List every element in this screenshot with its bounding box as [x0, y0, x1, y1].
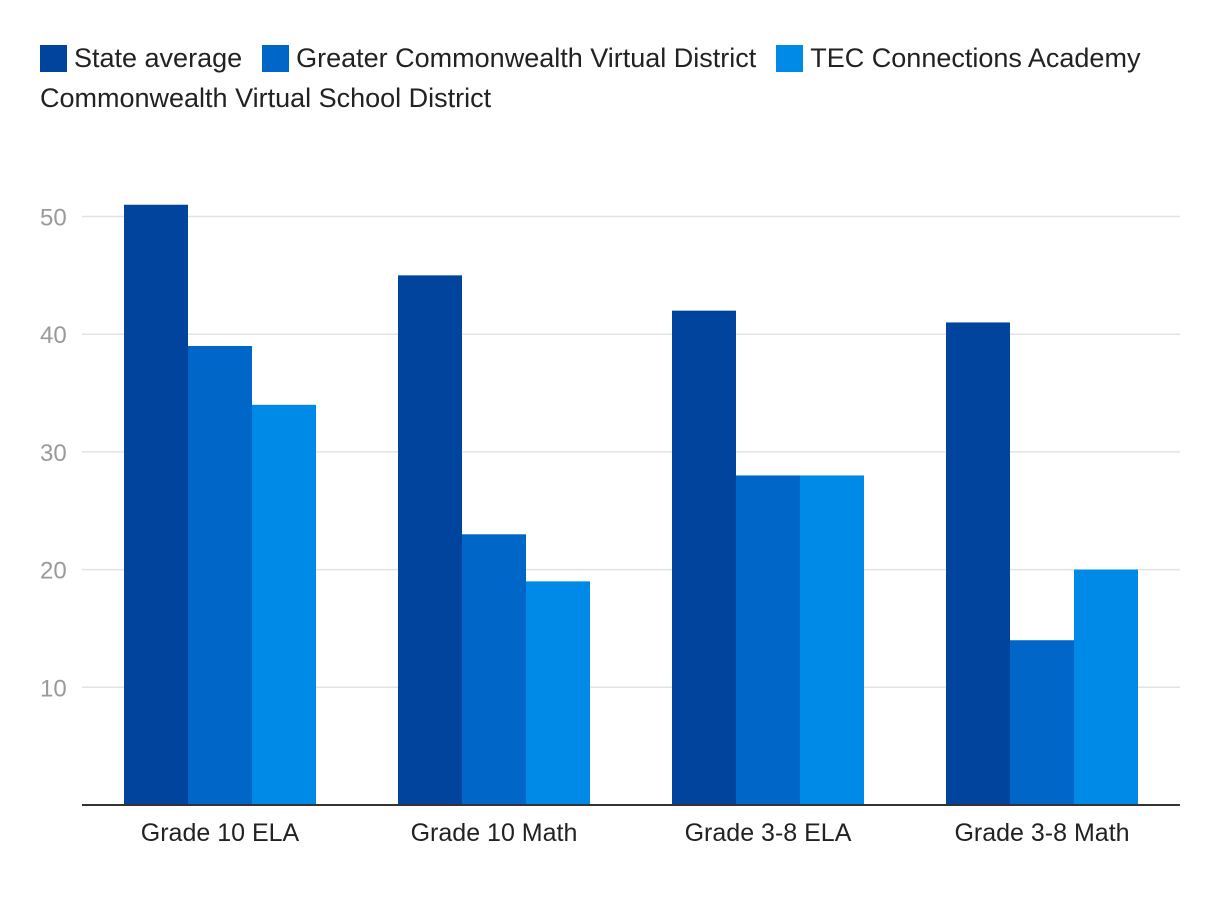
legend-label: Commonwealth Virtual School District — [40, 83, 492, 113]
bar-2-1 — [736, 475, 800, 805]
bar-0-1 — [188, 345, 252, 805]
legend-item-tec-connections: TEC Connections Academy — [776, 42, 1140, 74]
legend-label: TEC Connections Academy — [810, 43, 1141, 73]
bar-1-2 — [526, 581, 590, 805]
legend-swatch — [262, 44, 290, 72]
y-tick-label: 10 — [40, 675, 67, 702]
y-tick-label: 30 — [40, 440, 67, 467]
legend-item-state-average: State average — [40, 42, 242, 74]
chart-legend: State average Greater Commonwealth Virtu… — [40, 42, 1180, 114]
bar-2-2 — [800, 475, 864, 805]
bar-0-0 — [124, 204, 188, 806]
legend-swatch — [776, 44, 804, 72]
bar-1-1 — [462, 534, 526, 805]
bar-3-0 — [946, 322, 1010, 805]
bar-1-0 — [398, 275, 462, 806]
x-category-label: Grade 10 ELA — [141, 819, 300, 847]
legend-item-greater-commonwealth: Greater Commonwealth Virtual District — [262, 42, 756, 74]
bar-3-1 — [1010, 640, 1074, 805]
x-category-label: Grade 10 Math — [411, 819, 578, 847]
legend-label: State average — [74, 43, 243, 73]
legend-item-commonwealth-virtual: Commonwealth Virtual School District — [40, 82, 491, 114]
bar-2-0 — [672, 310, 736, 805]
legend-label: Greater Commonwealth Virtual District — [296, 43, 757, 73]
bar-3-2 — [1074, 569, 1138, 805]
legend-swatch — [40, 44, 67, 72]
y-tick-label: 20 — [40, 558, 67, 585]
x-category-label: Grade 3-8 ELA — [685, 819, 852, 847]
y-tick-label: 50 — [40, 205, 67, 232]
x-category-label: Grade 3-8 Math — [954, 819, 1129, 847]
bar-0-2 — [252, 404, 316, 805]
y-tick-label: 40 — [40, 322, 67, 349]
